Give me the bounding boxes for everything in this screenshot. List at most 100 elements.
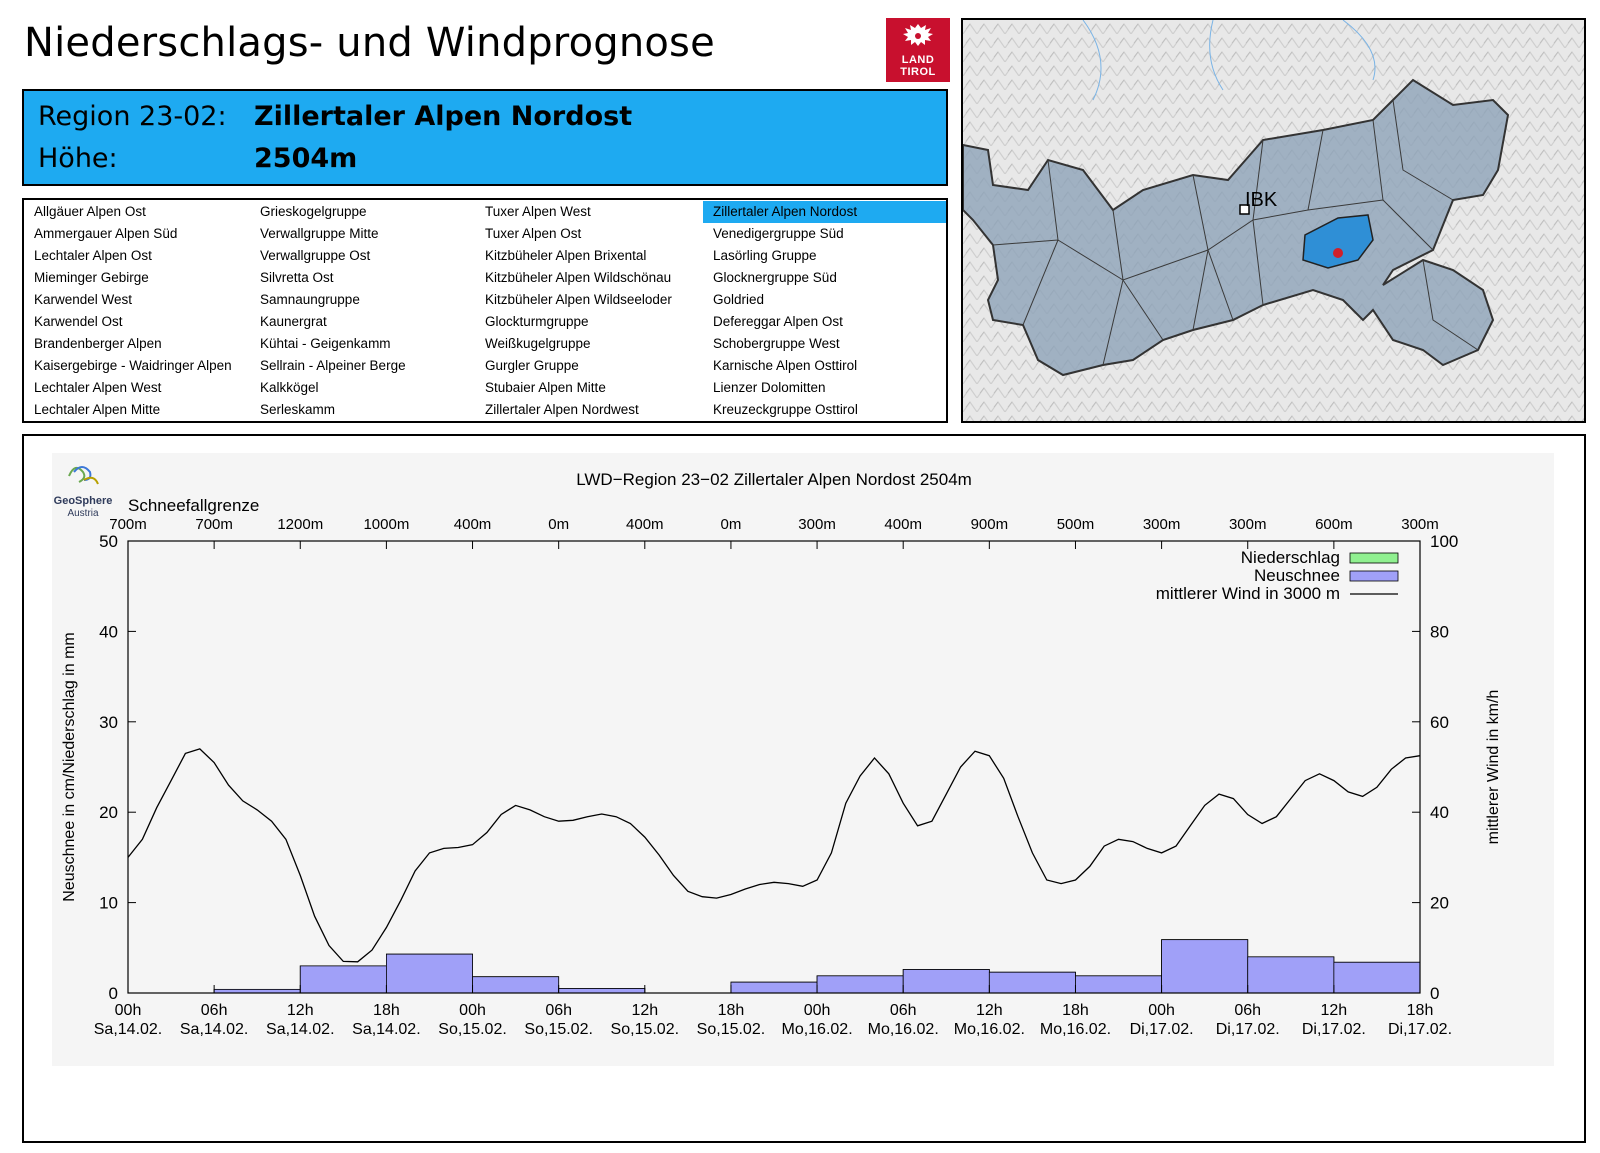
region-list-item[interactable]: Mieminger Gebirge xyxy=(34,270,149,285)
logo-text-land: LAND xyxy=(901,54,935,66)
region-list-item[interactable]: Lechtaler Alpen West xyxy=(34,380,162,395)
map-city-marker-icon xyxy=(1239,204,1250,215)
region-list-item[interactable]: Allgäuer Alpen Ost xyxy=(34,204,146,219)
region-list-item[interactable]: Kreuzeckgruppe Osttirol xyxy=(713,402,858,417)
region-list-item[interactable]: Verwallgruppe Mitte xyxy=(260,226,379,241)
region-list-item[interactable]: Silvretta Ost xyxy=(260,270,334,285)
region-list-item[interactable]: Lechtaler Alpen Mitte xyxy=(34,402,161,417)
snowline-value: 600m xyxy=(1315,516,1353,533)
region-list-item[interactable]: Tuxer Alpen Ost xyxy=(485,226,582,241)
chart-title: LWD−Region 23−02 Zillertaler Alpen Nordo… xyxy=(576,470,972,489)
ytick-right-label: 100 xyxy=(1430,532,1458,551)
neuschnee-bar xyxy=(816,975,904,994)
neuschnee-bar xyxy=(730,981,818,994)
xtick-date-label: So,15.02. xyxy=(697,1021,766,1038)
region-list-item[interactable]: Kitzbüheler Alpen Wildseeloder xyxy=(485,292,672,307)
xtick-time-label: 06h xyxy=(201,1002,228,1019)
snowline-value: 900m xyxy=(971,516,1009,533)
region-list-item[interactable]: Samnaungruppe xyxy=(260,292,360,307)
snowline-value: 0m xyxy=(721,516,742,533)
region-list-column-3: Tuxer Alpen West Tuxer Alpen Ost Kitzbühel… xyxy=(475,201,703,421)
xtick-date-label: So,15.02. xyxy=(438,1021,507,1038)
region-list-column-1: Allgäuer Alpen Ost Ammergauer Alpen Süd Le… xyxy=(24,201,250,421)
xtick-time-label: 18h xyxy=(373,1002,400,1019)
map-tirol-regions xyxy=(963,78,1510,377)
snowline-value: 1200m xyxy=(277,516,323,533)
region-list-item[interactable]: Karnische Alpen Osttirol xyxy=(713,358,858,373)
region-list-item[interactable]: Tuxer Alpen West xyxy=(485,204,591,219)
region-list-item[interactable]: Schobergruppe West xyxy=(713,336,840,351)
region-list-column-4: Zillertaler Alpen Nordost Venedigergruppe… xyxy=(703,201,946,421)
geosphere-logo-line1: GeoSphere xyxy=(54,495,113,507)
y-axis-right-label: mittlerer Wind in km/h xyxy=(1485,690,1502,845)
region-list-item[interactable]: Brandenberger Alpen xyxy=(34,336,162,351)
y-axis-left-label: Neuschnee in cm/Niederschlag in mm xyxy=(61,632,78,901)
region-list-item[interactable]: Defereggar Alpen Ost xyxy=(713,314,843,329)
region-list-item[interactable]: Kalkkögel xyxy=(260,380,319,395)
region-list-item[interactable]: Glocknergruppe Süd xyxy=(713,270,837,285)
xtick-date-label: Di,17.02. xyxy=(1388,1021,1452,1038)
map-selected-region[interactable] xyxy=(1302,214,1374,269)
region-list-item[interactable]: Goldried xyxy=(713,292,765,307)
region-list-column-2: Grieskogelgruppe Verwallgruppe Mitte Verwa… xyxy=(250,201,475,421)
xtick-date-label: Mo,16.02. xyxy=(781,1021,852,1038)
xtick-time-label: 12h xyxy=(1321,1002,1348,1019)
xtick-date-label: Mo,16.02. xyxy=(954,1021,1025,1038)
region-list-item[interactable]: Kaisergebirge - Waidringer Alpen xyxy=(34,358,232,373)
region-list-item[interactable]: Stubaier Alpen Mitte xyxy=(485,380,606,395)
xtick-time-label: 06h xyxy=(890,1002,917,1019)
region-list-item[interactable]: Verwallgruppe Ost xyxy=(260,248,371,263)
ytick-left-label: 30 xyxy=(99,713,118,732)
region-list-item[interactable]: Weißkugelgruppe xyxy=(485,336,591,351)
region-list-item[interactable]: Lechtaler Alpen Ost xyxy=(34,248,152,263)
legend-label: mittlerer Wind in 3000 m xyxy=(1156,584,1340,603)
snowline-value: 300m xyxy=(1229,516,1267,533)
ytick-right-label: 20 xyxy=(1430,894,1449,913)
xtick-date-label: Sa,14.02. xyxy=(266,1021,335,1038)
geosphere-logo: GeoSphere Austria xyxy=(54,466,113,519)
tirol-map[interactable]: IBK xyxy=(961,18,1586,423)
region-list-item[interactable]: Kitzbüheler Alpen Wildschönau xyxy=(485,270,672,285)
height-value: 2504m xyxy=(254,143,358,174)
region-list-item[interactable]: Karwendel Ost xyxy=(34,314,123,329)
land-tirol-logo: LAND TIROL xyxy=(886,18,950,82)
region-name: Zillertaler Alpen Nordost xyxy=(254,101,633,132)
region-list-item[interactable]: Zillertaler Alpen Nordwest xyxy=(485,402,639,417)
region-list-item[interactable]: Serleskamm xyxy=(260,402,336,417)
snowline-value: 400m xyxy=(454,516,492,533)
ytick-left-label: 10 xyxy=(99,894,118,913)
region-list-item[interactable]: Glockturmgruppe xyxy=(485,314,589,329)
region-list-item[interactable]: Kitzbüheler Alpen Brixental xyxy=(485,248,647,263)
region-list-item[interactable]: Kaunergrat xyxy=(260,314,327,329)
region-list-item[interactable]: Kühtai - Geigenkamm xyxy=(260,336,391,351)
region-list-item[interactable]: Venedigergruppe Süd xyxy=(713,226,844,241)
region-list-item[interactable]: Zillertaler Alpen Nordost xyxy=(703,201,946,223)
ytick-right-label: 40 xyxy=(1430,803,1449,822)
xtick-time-label: 00h xyxy=(459,1002,486,1019)
region-label: Region 23-02: xyxy=(38,101,227,132)
neuschnee-bar xyxy=(1333,961,1421,994)
xtick-date-label: So,15.02. xyxy=(611,1021,680,1038)
region-list-item[interactable]: Lasörling Gruppe xyxy=(713,248,817,263)
snowline-value: 700m xyxy=(195,516,233,533)
neuschnee-bar xyxy=(988,971,1076,994)
region-list-item[interactable]: Lienzer Dolomitten xyxy=(713,380,826,395)
region-list-item[interactable]: Gurgler Gruppe xyxy=(485,358,579,373)
map-city-label: IBK xyxy=(1245,189,1278,211)
region-list-item[interactable]: Sellrain - Alpeiner Berge xyxy=(260,358,406,373)
xtick-time-label: 06h xyxy=(1234,1002,1261,1019)
logo-text-tirol: TIROL xyxy=(900,66,936,78)
neuschnee-bar xyxy=(472,976,560,994)
ytick-right-label: 80 xyxy=(1430,622,1449,641)
geosphere-swirl-icon xyxy=(68,466,99,485)
region-list-item[interactable]: Karwendel West xyxy=(34,292,133,307)
xtick-time-label: 00h xyxy=(804,1002,831,1019)
xtick-date-label: Sa,14.02. xyxy=(94,1021,163,1038)
xtick-date-label: Di,17.02. xyxy=(1216,1021,1280,1038)
region-list-item[interactable]: Ammergauer Alpen Süd xyxy=(34,226,178,241)
tirol-eagle-icon xyxy=(903,24,933,46)
region-info-box: Region 23-02: Zillertaler Alpen Nordost … xyxy=(22,89,948,186)
region-list-item[interactable]: Grieskogelgruppe xyxy=(260,204,367,219)
geosphere-logo-line2: Austria xyxy=(67,508,99,519)
legend-swatch xyxy=(1349,552,1399,564)
